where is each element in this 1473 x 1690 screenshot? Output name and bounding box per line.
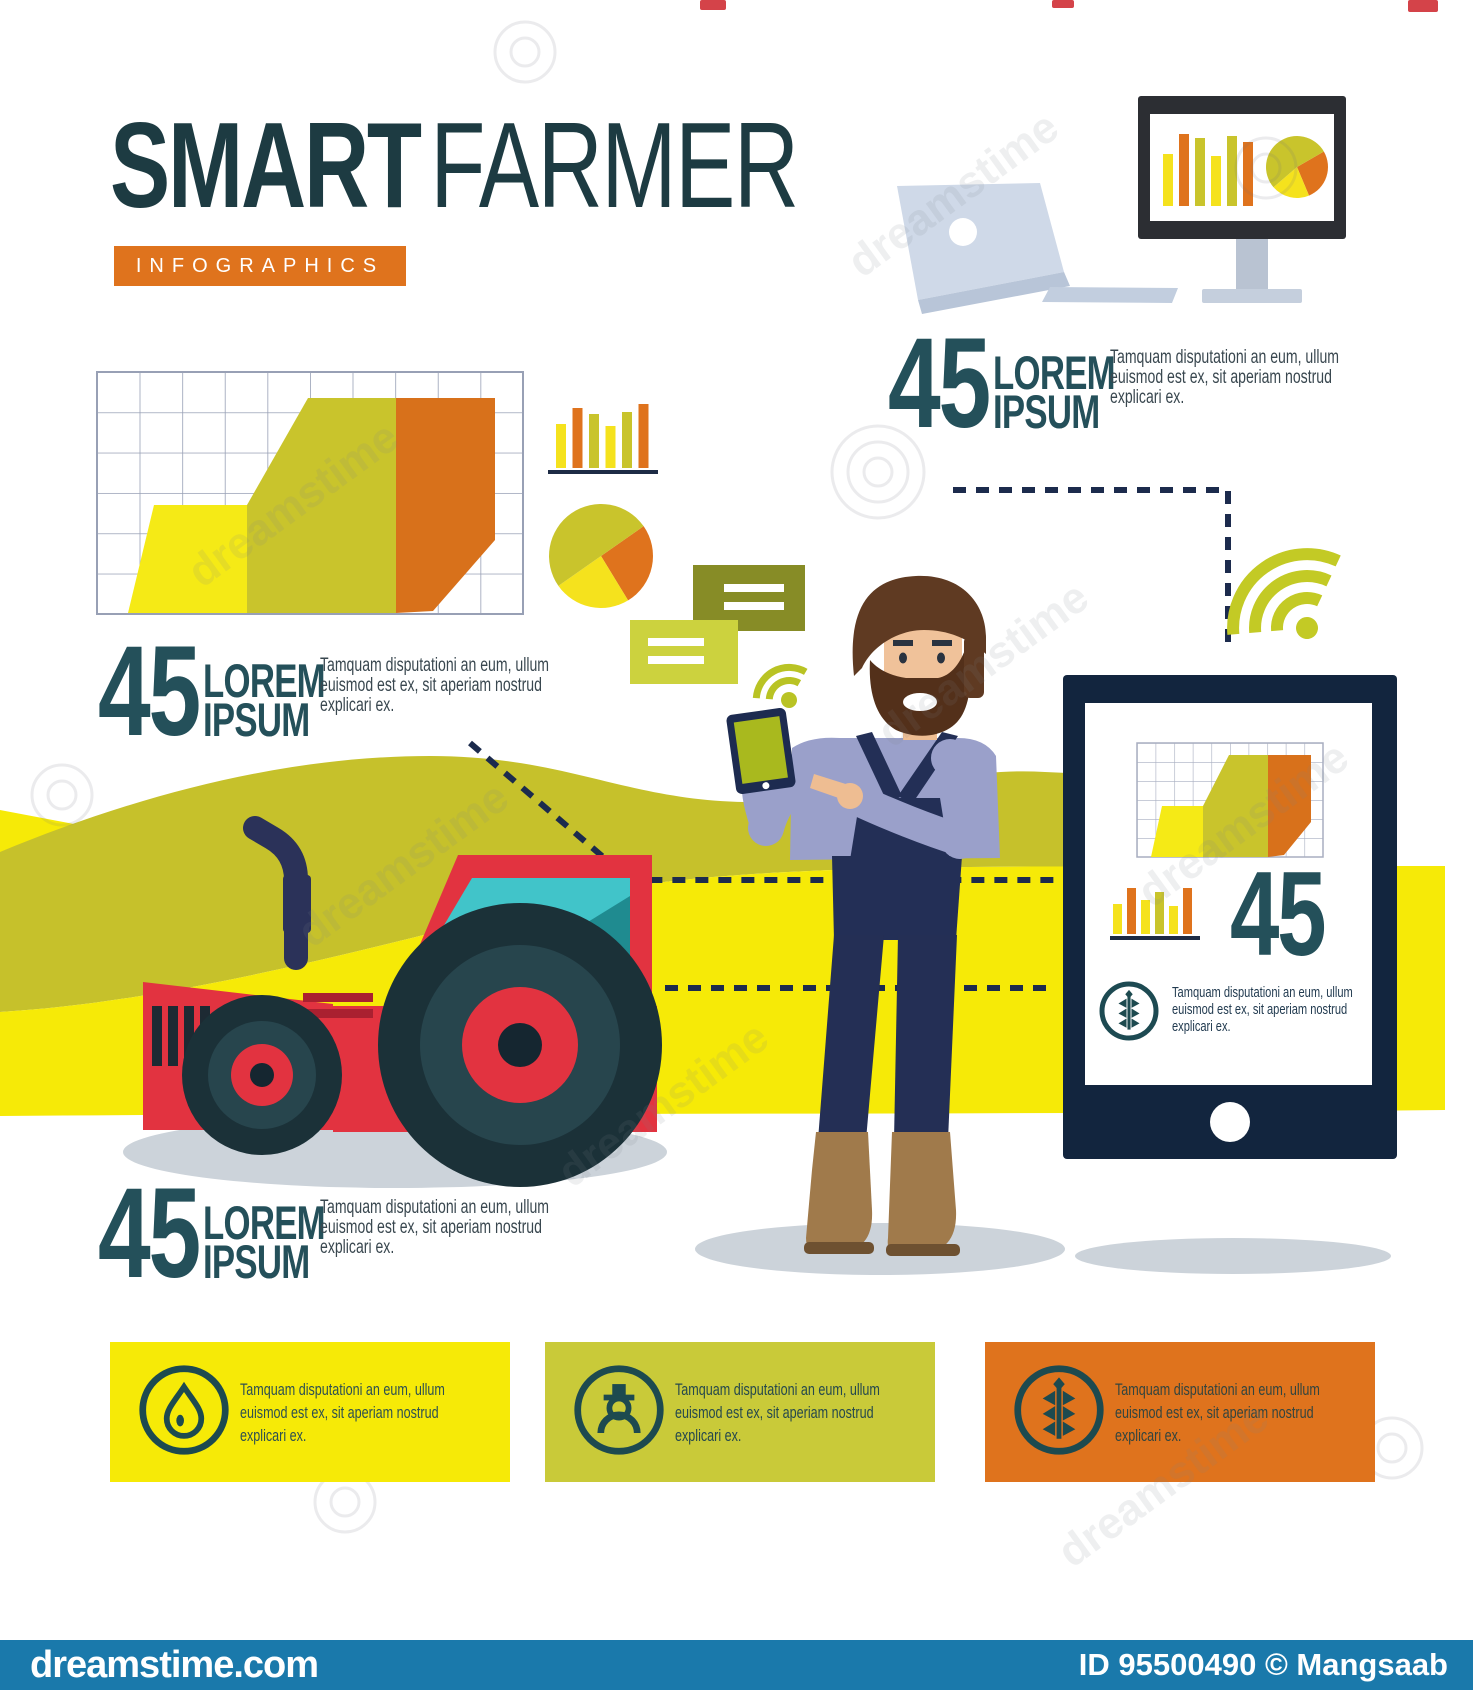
stat-value: 45 [888,312,991,455]
stat-paragraph: Tamquam disputationi an eum, ullum euism… [320,655,549,716]
farmer-icon [574,1365,664,1455]
farmer-head [852,575,986,740]
tractor-rear-wheel [378,903,662,1187]
stat-paragraph: Tamquam disputationi an eum, ullum euism… [1110,347,1339,408]
tablet-bar-chart [1113,888,1192,934]
wheat-icon [1099,981,1159,1041]
laptop-illustration [897,183,1178,314]
wheat-icon [1014,1365,1104,1455]
pie-chart-small [549,504,653,609]
stat-value: 45 [98,620,201,763]
farmer-illustration [726,575,1000,1256]
pointing-hand [810,774,852,802]
connector-top-right [953,487,1231,642]
info-box-farmer: Tamquam disputationi an eum, ullum euism… [545,1342,935,1482]
area-chart-large [96,371,524,615]
stat-block-top-right: 45 LOREM IPSUM Tamquam disputationi an e… [888,320,1448,467]
info-box-water: Tamquam disputationi an eum, ullum euism… [110,1342,510,1482]
monitor-illustration [1138,96,1346,303]
banner-label: INFOGRAPHICS [135,255,385,277]
tractor-front-wheel [182,995,342,1155]
title-word-farmer: FARMER [430,97,799,233]
page-title: SMARTFARMER [110,104,799,226]
tablet-home-button [1210,1102,1250,1142]
info-box-text: Tamquam disputationi an eum, ullum euism… [1115,1380,1320,1445]
tablet-paragraph: Tamquam disputationi an eum, ullum euism… [1172,984,1353,1035]
monitor-pie-chart [1266,136,1328,198]
dreamstime-logo: dreamstime.com [30,1644,319,1686]
speech-bubbles [630,565,805,684]
tractor-illustration [143,816,662,1187]
stat-block-bottom-left: 45 LOREM IPSUM Tamquam disputationi an e… [98,1170,658,1317]
stat-label: LOREM IPSUM [993,346,1116,438]
watermark-spirals [30,20,1424,1534]
wifi-icon-small [752,663,808,708]
dreamstime-footer-bar: dreamstime.com ID 95500490 © Mangsaab [0,1640,1473,1690]
tablet-stat-value: 45 [1230,847,1327,981]
stat-block-middle-left: 45 LOREM IPSUM Tamquam disputationi an e… [98,628,658,775]
tablet-area-chart [1136,742,1324,858]
stat-value: 45 [98,1162,201,1305]
infographics-banner: INFOGRAPHICS [114,246,406,286]
stat-label: LOREM IPSUM [203,654,326,746]
stat-label-line2: IPSUM [993,384,1100,438]
image-credit: ID 95500490 © Mangsaab [1078,1647,1448,1682]
farmer-overalls [832,856,962,940]
info-box-wheat: Tamquam disputationi an eum, ullum euism… [985,1342,1375,1482]
smartphone [726,707,796,795]
wifi-icon-large [1227,548,1341,639]
cropped-watermark-fragments [700,0,1438,12]
farmer-boots [804,1132,960,1256]
stat-label-line1: LOREM [993,346,1116,399]
stat-paragraph: Tamquam disputationi an eum, ullum euism… [320,1197,549,1258]
laptop-logo [949,218,977,246]
info-box-text: Tamquam disputationi an eum, ullum euism… [675,1380,880,1445]
monitor-bar-chart [1163,134,1253,206]
water-drop-icon [139,1365,229,1455]
info-box-text: Tamquam disputationi an eum, ullum euism… [240,1380,445,1445]
bar-chart-small [548,404,658,474]
stat-label: LOREM IPSUM [203,1196,326,1288]
tablet-illustration [1063,675,1397,1159]
title-word-smart: SMART [110,97,422,233]
